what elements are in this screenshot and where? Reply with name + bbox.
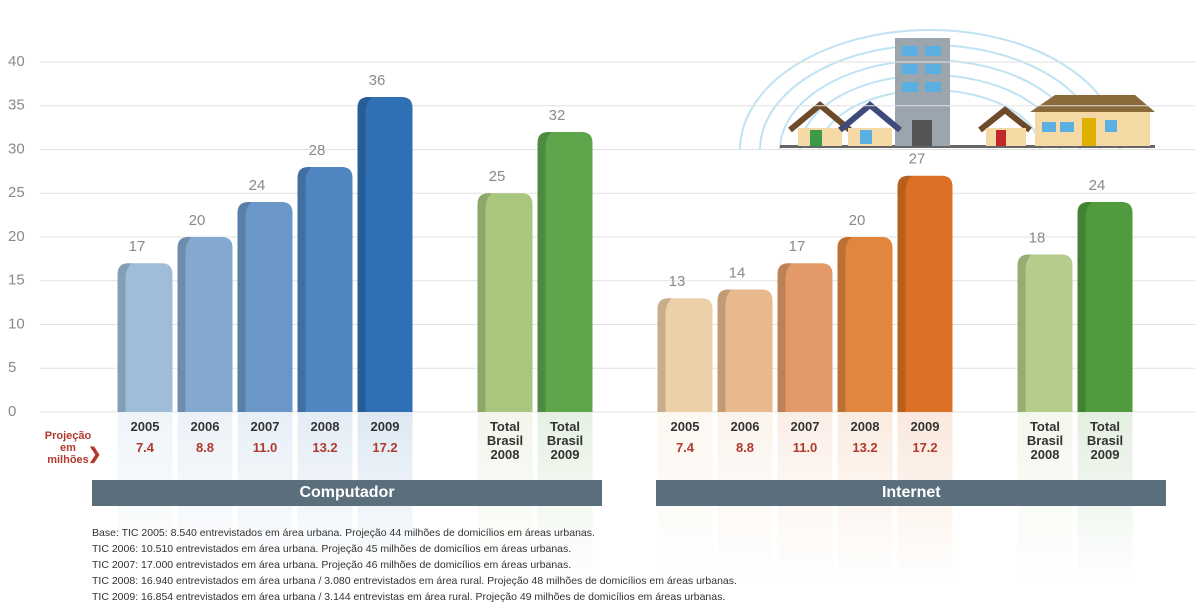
- category-label: 2008: [850, 419, 880, 434]
- value-label: 17: [129, 238, 146, 255]
- footnote: TIC 2008: 16.940 entrevistados em área u…: [92, 575, 737, 587]
- projection-value: 11.0: [252, 440, 278, 455]
- value-label: 20: [849, 212, 866, 229]
- value-label: 36: [369, 72, 386, 89]
- bar: [477, 193, 533, 412]
- bar-shade: [117, 263, 132, 412]
- bar-shade: [177, 237, 192, 412]
- value-label: 25: [489, 168, 506, 185]
- value-label: 24: [1089, 177, 1106, 194]
- projection-label: Projeção em milhões: [44, 430, 92, 466]
- bar-shade: [717, 289, 732, 412]
- value-label: 18: [1029, 229, 1046, 246]
- bar: [177, 237, 233, 412]
- bar: [357, 97, 413, 412]
- bar-shade: [297, 167, 312, 412]
- projection-value: 11.0: [792, 440, 818, 455]
- category-label: Total Brasil 2009: [1086, 419, 1124, 462]
- bar: [777, 263, 833, 412]
- bar-shade: [657, 298, 672, 412]
- y-tick-label: 25: [8, 184, 25, 201]
- bar-shade: [537, 132, 552, 412]
- bar: [717, 289, 773, 412]
- projection-value: 13.2: [852, 440, 878, 455]
- projection-value: 17.2: [372, 440, 398, 455]
- value-label: 27: [909, 151, 926, 168]
- y-tick-label: 10: [8, 315, 25, 332]
- category-label: Total Brasil 2009: [546, 419, 584, 462]
- footnote: Base: TIC 2005: 8.540 entrevistados em á…: [92, 527, 595, 539]
- bar-shade: [837, 237, 852, 412]
- footnote: TIC 2009: 16.854 entrevistados em área u…: [92, 591, 726, 603]
- category-label: 2007: [790, 419, 820, 434]
- category-label: 2006: [190, 419, 220, 434]
- bar-shade: [1077, 202, 1092, 412]
- category-label: 2005: [670, 419, 700, 434]
- value-label: 13: [669, 273, 686, 290]
- category-label: 2009: [910, 419, 940, 434]
- category-label: 2005: [130, 419, 160, 434]
- projection-value: 8.8: [195, 440, 215, 455]
- category-label: Total Brasil 2008: [1026, 419, 1064, 462]
- y-tick-label: 0: [8, 403, 16, 420]
- house-illustration: [739, 29, 1155, 151]
- category-label: 2007: [250, 419, 280, 434]
- y-tick-label: 20: [8, 228, 25, 245]
- projection-value: 7.4: [135, 440, 155, 455]
- value-label: 20: [189, 212, 206, 229]
- value-label: 17: [789, 238, 806, 255]
- y-tick-label: 30: [8, 140, 25, 157]
- group-banner: Computador: [92, 480, 602, 506]
- bar-shade: [357, 97, 372, 412]
- arrow: ❯: [88, 446, 102, 463]
- y-tick-label: 40: [8, 53, 25, 70]
- bar: [237, 202, 293, 412]
- bar: [1017, 254, 1073, 412]
- bar-shade: [237, 202, 252, 412]
- footnote: TIC 2007: 17.000 entrevistados em área u…: [92, 559, 572, 571]
- category-label: 2008: [310, 419, 340, 434]
- bar: [117, 263, 173, 412]
- bar: [1077, 202, 1133, 412]
- category-label: Total Brasil 2008: [486, 419, 524, 462]
- bar: [537, 132, 593, 412]
- value-label: 14: [729, 264, 746, 281]
- group-banner: Internet: [656, 480, 1167, 506]
- y-tick-label: 5: [8, 359, 16, 376]
- projection-value: 13.2: [312, 440, 338, 455]
- value-label: 28: [309, 142, 326, 159]
- bar-shade: [777, 263, 792, 412]
- bar-shade: [1017, 254, 1032, 412]
- value-label: 32: [549, 107, 566, 124]
- bar: [297, 167, 353, 412]
- bar: [837, 237, 893, 412]
- projection-value: 7.4: [675, 440, 695, 455]
- bar: [657, 298, 713, 412]
- bar: [897, 175, 953, 412]
- y-tick-label: 35: [8, 97, 25, 114]
- category-label: 2006: [730, 419, 760, 434]
- projection-value: 17.2: [912, 440, 938, 455]
- y-tick-label: 15: [8, 272, 25, 289]
- value-label: 24: [249, 177, 266, 194]
- bar-shade: [897, 175, 912, 412]
- projection-value: 8.8: [735, 440, 755, 455]
- bar-shade: [477, 193, 492, 412]
- category-label: 2009: [370, 419, 400, 434]
- footnote: TIC 2006: 10.510 entrevistados em área u…: [92, 543, 572, 555]
